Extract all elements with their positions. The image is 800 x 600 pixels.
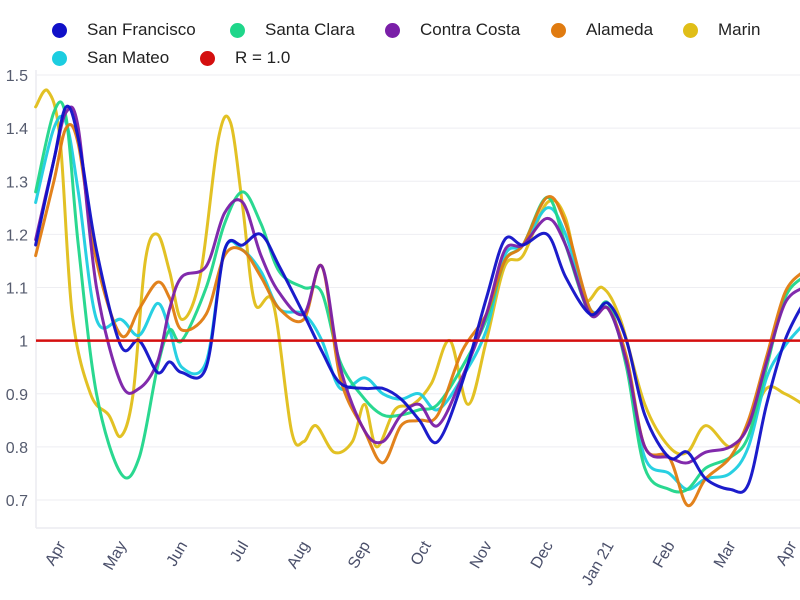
legend-label: San Francisco bbox=[87, 20, 196, 39]
x-tick-label: Apr bbox=[773, 538, 800, 569]
legend-marker-icon bbox=[551, 22, 566, 38]
gridlines bbox=[35, 70, 800, 529]
legend-item-reference-line[interactable]: R = 1.0 bbox=[200, 48, 290, 68]
y-tick-label: 0.8 bbox=[6, 440, 28, 457]
y-tick-label: 1.3 bbox=[6, 174, 28, 191]
x-tick-label: Feb bbox=[650, 538, 679, 570]
legend-item-santa-clara[interactable]: Santa Clara bbox=[230, 20, 355, 40]
x-tick-label: Aug bbox=[284, 539, 313, 572]
x-tick-label: May bbox=[101, 539, 131, 574]
y-tick-label: 1 bbox=[19, 334, 28, 351]
legend-label: Alameda bbox=[586, 20, 654, 39]
series-line-alameda bbox=[34, 123, 800, 508]
legend-item-contra-costa[interactable]: Contra Costa bbox=[385, 20, 520, 40]
legend: San Francisco Santa Clara Contra Costa A… bbox=[0, 0, 800, 75]
legend-item-marin[interactable]: Marin bbox=[683, 20, 761, 40]
legend-item-san-mateo[interactable]: San Mateo bbox=[52, 48, 169, 68]
y-tick-label: 0.7 bbox=[6, 493, 28, 510]
legend-label: San Mateo bbox=[87, 48, 170, 67]
legend-item-alameda[interactable]: Alameda bbox=[551, 20, 653, 40]
series-line-marin bbox=[34, 88, 800, 456]
x-tick-label: Apr bbox=[42, 538, 70, 569]
series-line-san-mateo bbox=[34, 114, 800, 491]
x-tick-label: Jan 21 bbox=[579, 538, 618, 588]
legend-marker-icon bbox=[200, 50, 215, 66]
series-line-santa-clara bbox=[34, 100, 800, 494]
x-tick-label: Jun bbox=[164, 539, 192, 570]
y-tick-label: 1.1 bbox=[6, 281, 28, 298]
x-tick-label: Jul bbox=[227, 539, 252, 565]
legend-marker-icon bbox=[52, 50, 67, 66]
y-tick-label: 1.2 bbox=[6, 227, 28, 244]
y-tick-label: 0.9 bbox=[6, 387, 28, 404]
legend-label: Marin bbox=[718, 20, 761, 39]
series-lines bbox=[34, 88, 800, 508]
legend-label: Santa Clara bbox=[265, 20, 355, 39]
x-tick-label: Oct bbox=[408, 538, 435, 569]
series-line-san-francisco bbox=[34, 104, 800, 494]
x-tick-label: Sep bbox=[345, 538, 374, 571]
x-tick-label: Dec bbox=[528, 539, 557, 572]
legend-item-san-francisco[interactable]: San Francisco bbox=[52, 20, 196, 40]
x-tick-label: Mar bbox=[711, 538, 740, 571]
legend-marker-icon bbox=[230, 22, 245, 38]
legend-marker-icon bbox=[385, 22, 400, 38]
y-axis: 0.7 0.8 0.9 1 1.1 1.2 1.3 1.4 1.5 bbox=[6, 68, 28, 510]
y-tick-label: 1.5 bbox=[6, 68, 28, 85]
legend-marker-icon bbox=[683, 22, 698, 38]
y-tick-label: 1.4 bbox=[6, 121, 28, 138]
legend-marker-icon bbox=[52, 22, 67, 38]
x-tick-label: Nov bbox=[467, 539, 496, 572]
x-axis: Apr May Jun Jul Aug Sep Oct Nov Dec Jan 21 Feb Mar A… bbox=[42, 538, 800, 589]
legend-label: R = 1.0 bbox=[235, 48, 291, 67]
legend-label: Contra Costa bbox=[420, 20, 521, 39]
